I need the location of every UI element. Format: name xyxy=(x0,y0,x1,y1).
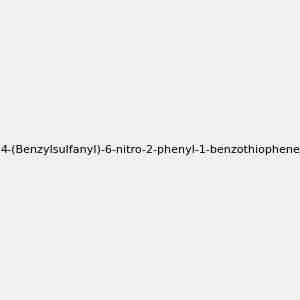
Text: 4-(Benzylsulfanyl)-6-nitro-2-phenyl-1-benzothiophene: 4-(Benzylsulfanyl)-6-nitro-2-phenyl-1-be… xyxy=(0,145,300,155)
